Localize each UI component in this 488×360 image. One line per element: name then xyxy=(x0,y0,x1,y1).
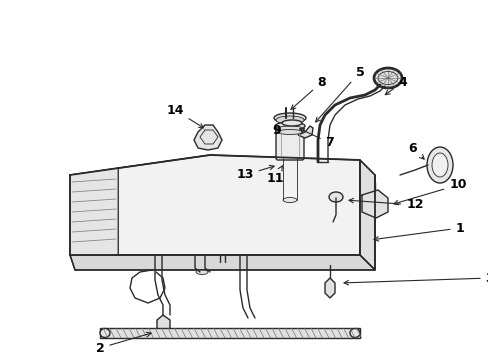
Text: 5: 5 xyxy=(315,66,364,122)
Ellipse shape xyxy=(431,153,447,177)
Ellipse shape xyxy=(426,147,452,183)
Ellipse shape xyxy=(373,68,401,88)
Text: 11: 11 xyxy=(265,166,283,184)
Text: 10: 10 xyxy=(393,179,466,205)
Text: 13: 13 xyxy=(236,165,274,181)
Ellipse shape xyxy=(282,120,302,126)
Polygon shape xyxy=(194,125,222,150)
Text: 6: 6 xyxy=(408,141,423,159)
FancyBboxPatch shape xyxy=(275,128,304,160)
Ellipse shape xyxy=(276,126,303,132)
Ellipse shape xyxy=(328,192,342,202)
Text: 8: 8 xyxy=(290,76,325,109)
Polygon shape xyxy=(70,168,118,255)
Text: 3: 3 xyxy=(344,271,488,285)
Ellipse shape xyxy=(349,328,359,338)
Polygon shape xyxy=(70,155,359,255)
Ellipse shape xyxy=(283,198,296,202)
Text: 14: 14 xyxy=(166,104,203,128)
Ellipse shape xyxy=(274,122,305,130)
Polygon shape xyxy=(325,278,334,298)
Ellipse shape xyxy=(273,113,305,123)
Ellipse shape xyxy=(377,72,397,85)
Text: 4: 4 xyxy=(385,76,407,95)
Ellipse shape xyxy=(100,328,110,338)
Polygon shape xyxy=(359,160,374,270)
Text: 2: 2 xyxy=(96,332,151,355)
Polygon shape xyxy=(297,126,312,138)
Polygon shape xyxy=(361,190,387,218)
Ellipse shape xyxy=(277,130,302,135)
Text: 9: 9 xyxy=(272,123,281,136)
Text: 1: 1 xyxy=(373,221,464,241)
Text: 12: 12 xyxy=(348,198,423,211)
Text: 7: 7 xyxy=(299,129,334,149)
Ellipse shape xyxy=(275,116,304,124)
Polygon shape xyxy=(70,255,374,270)
Bar xyxy=(100,328,359,338)
Ellipse shape xyxy=(196,270,207,274)
Polygon shape xyxy=(157,315,170,333)
